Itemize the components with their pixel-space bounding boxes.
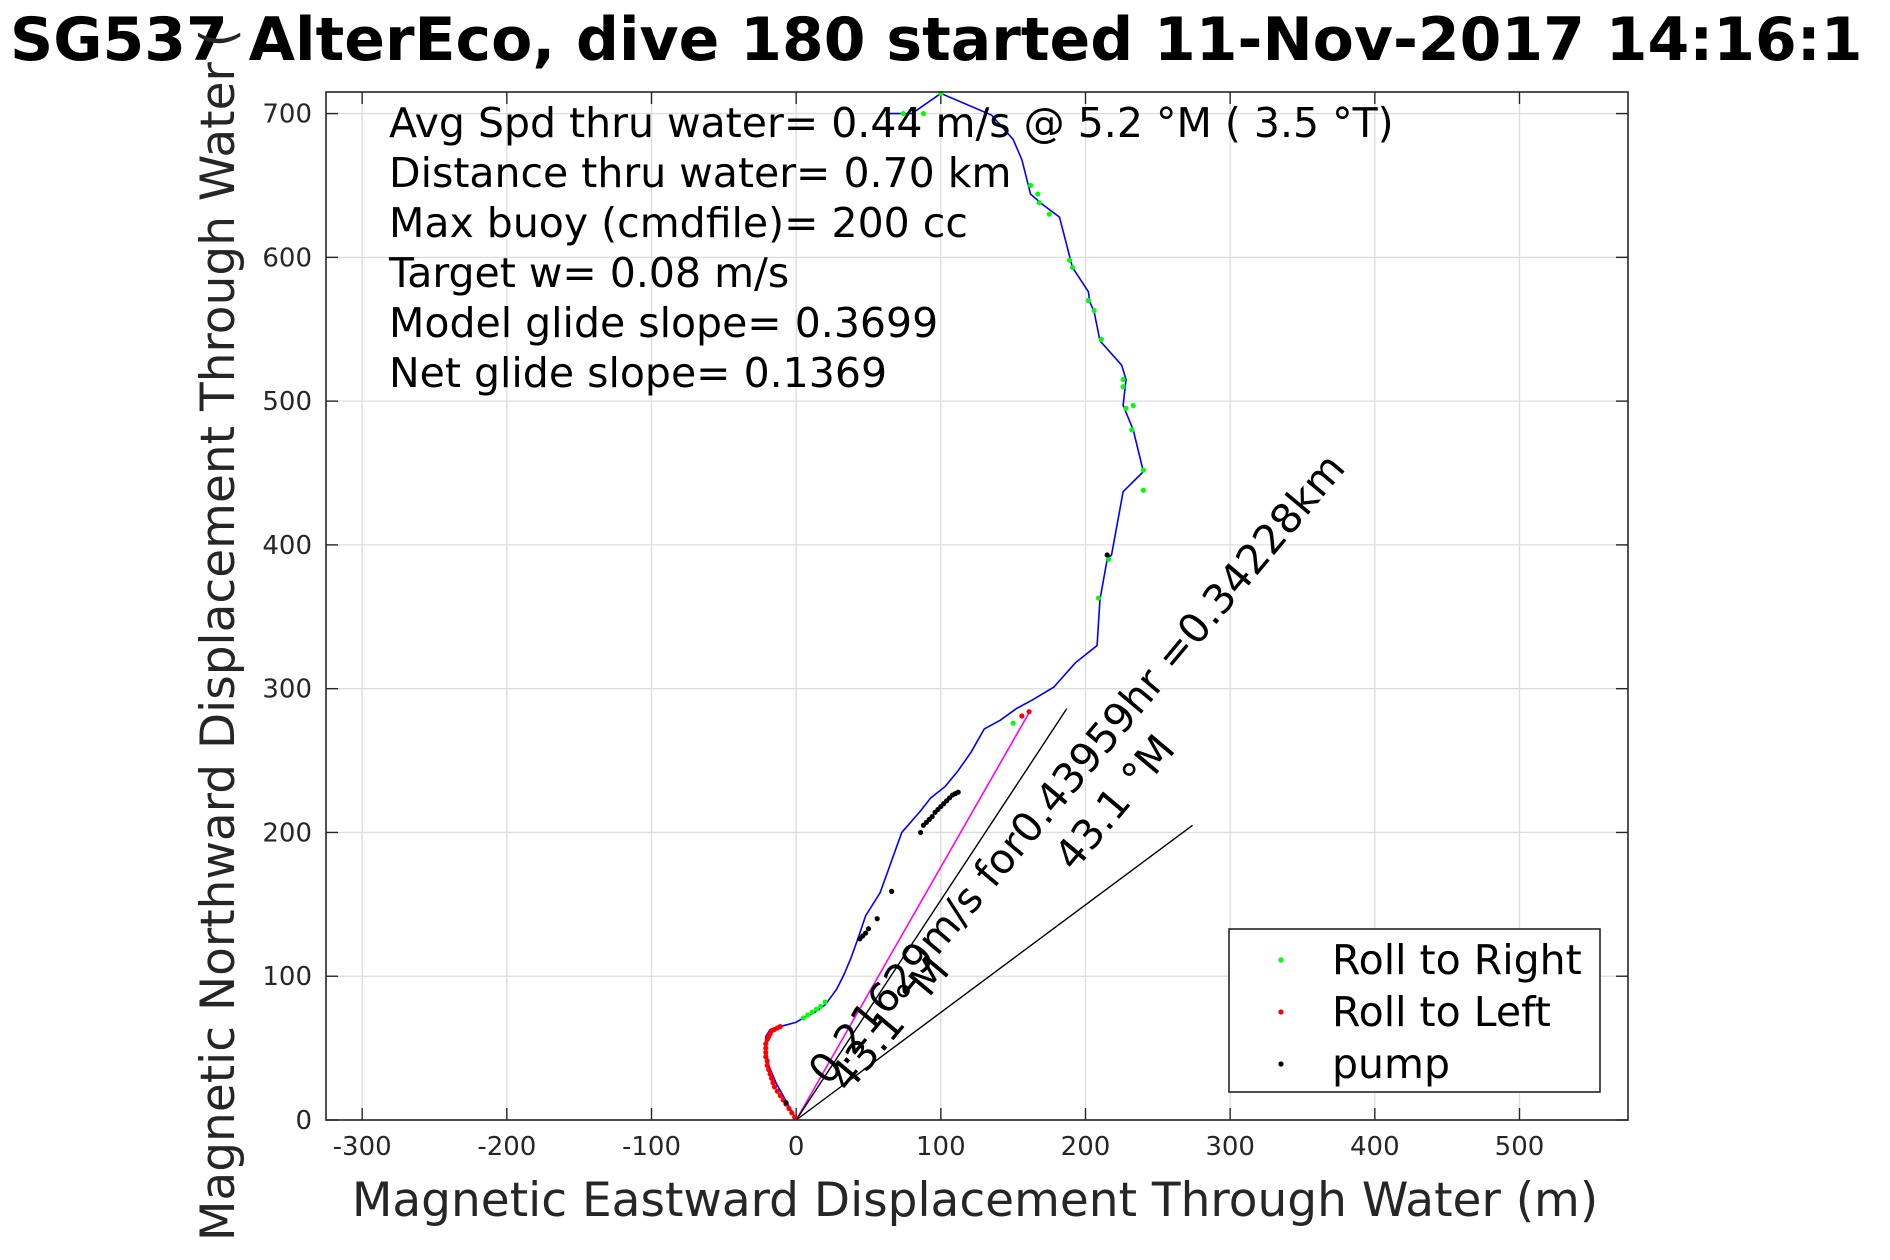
roll-to-right-point — [1046, 211, 1052, 217]
legend-roll-to-right-label: Roll to Right — [1332, 936, 1582, 984]
roll-to-left-point — [792, 1114, 798, 1120]
y-tick-label: 500 — [262, 387, 312, 417]
roll-to-left-point — [764, 1058, 770, 1064]
y-tick-label: 300 — [262, 675, 312, 705]
roll-to-left-point — [1019, 713, 1025, 719]
roll-to-right-point — [1091, 307, 1097, 314]
pump-point — [955, 789, 961, 795]
roll-to-right-point — [1106, 556, 1112, 562]
roll-to-right-point — [1129, 427, 1135, 433]
y-axis-label: Magnetic Northward Displacement Through … — [191, 29, 246, 1241]
roll-to-left-point — [768, 1075, 775, 1081]
roll-to-right-point — [800, 1015, 807, 1021]
pump-point — [863, 930, 869, 936]
roll-to-left-point — [767, 1071, 773, 1077]
roll-to-right-point — [809, 1009, 815, 1015]
roll-to-right-point — [1140, 467, 1146, 473]
pump-point — [783, 1100, 789, 1106]
roll-to-left-point — [771, 1084, 778, 1090]
roll-to-right-point — [1035, 191, 1041, 197]
roll-to-right-point — [1095, 595, 1102, 601]
annotation-line: Avg Spd thru water= 0.44 m/s @ 5.2 °M ( … — [389, 99, 1394, 147]
roll-to-right-point — [1069, 264, 1076, 271]
axes-box — [325, 91, 1629, 1121]
annotation-line: Distance thru water= 0.70 km — [389, 149, 1011, 197]
roll-to-left-point — [1026, 709, 1032, 715]
x-tick-label: -100 — [622, 1132, 681, 1162]
x-tick-label: 300 — [1205, 1132, 1255, 1162]
x-tick-label: -200 — [477, 1132, 536, 1162]
roll-to-right-point — [805, 1012, 811, 1018]
y-tick-label: 100 — [262, 962, 312, 992]
annotation-line: Model glide slope= 0.3699 — [389, 299, 938, 347]
legend-pump-label: pump — [1332, 1040, 1450, 1088]
roll-to-left-point — [766, 1067, 772, 1073]
pump-point — [917, 829, 924, 836]
roll-to-left-point — [770, 1080, 776, 1086]
roll-to-right-point — [920, 110, 927, 117]
roll-to-right-point — [1130, 402, 1136, 409]
x-tick-label: 100 — [916, 1132, 966, 1162]
roll-to-left-point — [789, 1110, 795, 1116]
y-tick-label: 200 — [262, 818, 312, 848]
annotation-line: Target w= 0.08 m/s — [388, 249, 789, 297]
roll-to-left-point — [764, 1062, 770, 1068]
roll-to-right-point — [1123, 405, 1129, 411]
y-axis-ticks: 0 100 200 300 400 500 600 700 — [262, 100, 1628, 1136]
roll-to-left-point — [777, 1092, 783, 1099]
x-tick-label: 200 — [1061, 1132, 1111, 1162]
roll-to-right-point — [1085, 297, 1091, 304]
roll-to-right-point — [822, 999, 828, 1005]
legend-pump-marker — [1278, 1061, 1284, 1067]
pump-point — [1104, 552, 1110, 558]
roll-to-right-point — [818, 1003, 824, 1010]
roll-to-right-point — [1010, 720, 1016, 726]
annotation-block: Avg Spd thru water= 0.44 m/s @ 5.2 °M ( … — [388, 99, 1394, 397]
pump-point — [865, 926, 872, 932]
roll-to-right-point — [1120, 384, 1126, 390]
roll-to-left-point — [786, 1105, 792, 1112]
annotation-line: Max buoy (cmdfile)= 200 cc — [389, 199, 968, 247]
roll-to-right-point — [1140, 487, 1146, 493]
roll-to-left-point — [774, 1088, 780, 1094]
y-tick-label: 700 — [262, 100, 312, 130]
magenta-heading-line — [795, 709, 1032, 1121]
roll-to-left-point — [763, 1054, 769, 1060]
heading-line — [795, 824, 1193, 1121]
roll-to-right-point — [1066, 257, 1073, 263]
legend-roll-to-left-marker — [1278, 1009, 1284, 1015]
roll-to-left-point — [763, 1049, 769, 1056]
roll-to-right-point — [884, 112, 890, 118]
legend-roll-to-left-label: Roll to Left — [1332, 988, 1551, 1036]
legend-box — [1228, 928, 1601, 1093]
x-tick-label: 0 — [788, 1132, 805, 1162]
pump-point — [929, 814, 935, 820]
y-tick-label: 400 — [262, 531, 312, 561]
roll-to-right-point — [900, 110, 906, 117]
roll-to-right-point — [1036, 200, 1042, 206]
x-axis-label: Magnetic Eastward Displacement Through W… — [352, 1173, 1598, 1228]
x-axis-ticks: -300 -200 -100 0 100 200 300 400 500 — [333, 92, 1545, 1162]
pump-point — [889, 888, 895, 894]
x-tick-label: 400 — [1350, 1132, 1400, 1162]
roll-to-left-point — [763, 1041, 769, 1047]
y-tick-label: 0 — [295, 1106, 312, 1136]
roll-to-left-point — [777, 1023, 783, 1030]
roll-to-right-point — [1098, 336, 1105, 342]
roll-to-right-point — [1027, 182, 1034, 189]
x-tick-label: 500 — [1495, 1132, 1545, 1162]
roll-to-right-point — [813, 1006, 820, 1012]
heading-lines — [795, 708, 1193, 1121]
pump-point — [874, 916, 880, 922]
annotation-line: Net glide slope= 0.1369 — [389, 349, 887, 397]
heading-line — [795, 708, 1068, 1121]
x-tick-label: -300 — [333, 1132, 392, 1162]
roll-to-right-point — [1120, 376, 1126, 383]
y-tick-label: 600 — [262, 243, 312, 273]
legend-roll-to-right-marker — [1278, 957, 1284, 963]
chart-title: SG537 AlterEco, dive 180 started 11-Nov-… — [10, 5, 1863, 75]
roll-to-left-point — [763, 1045, 769, 1051]
